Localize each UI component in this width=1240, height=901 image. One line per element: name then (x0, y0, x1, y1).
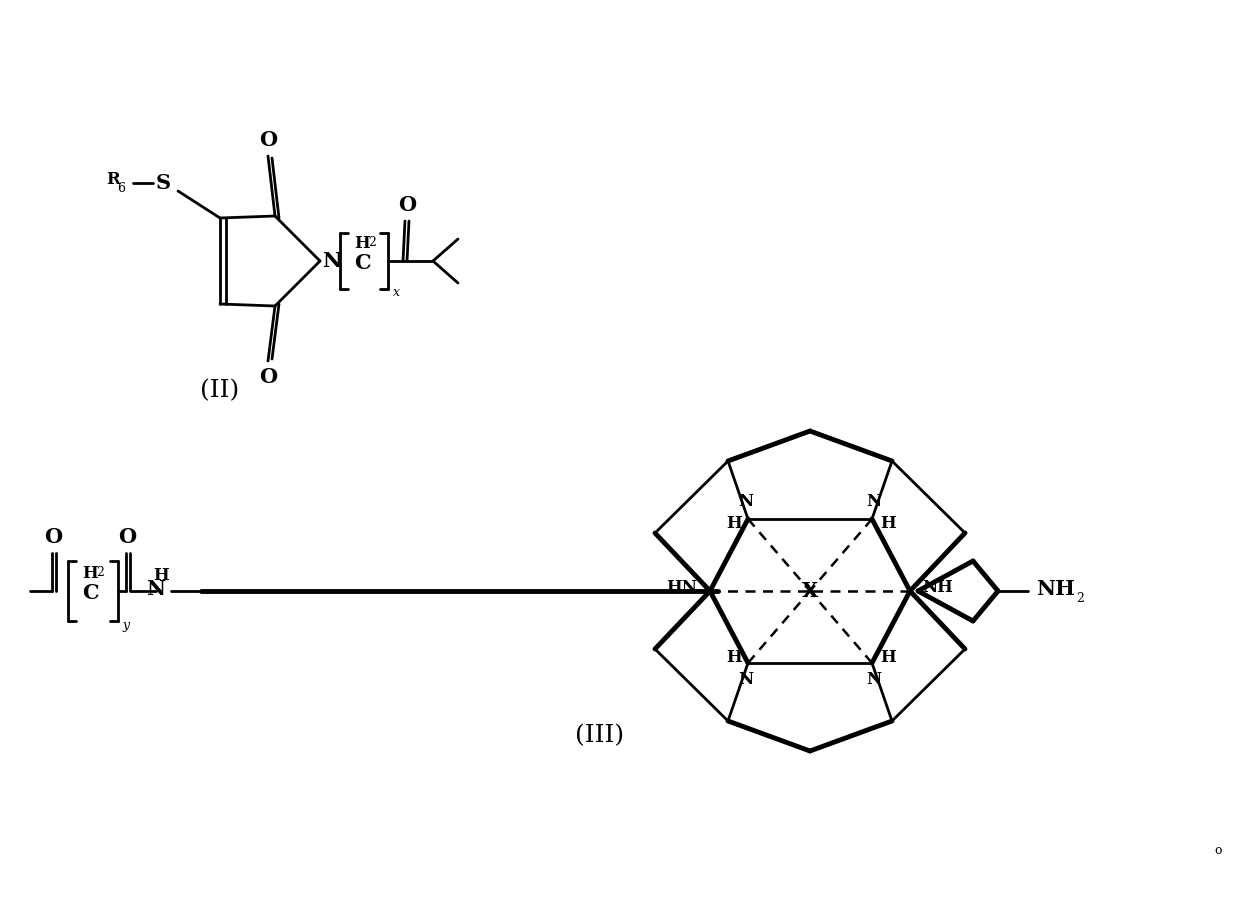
Text: N: N (739, 494, 754, 511)
Text: H: H (727, 650, 742, 667)
Text: NH: NH (923, 578, 954, 596)
Text: y: y (123, 618, 129, 632)
Text: O: O (259, 367, 277, 387)
Text: 6: 6 (117, 183, 125, 196)
Text: N: N (322, 251, 341, 271)
Text: H: H (727, 515, 742, 532)
Text: N: N (146, 579, 166, 599)
Text: H: H (880, 515, 895, 532)
Text: C: C (353, 253, 371, 273)
Text: H: H (82, 565, 98, 581)
Text: R: R (107, 170, 120, 187)
Text: S: S (155, 173, 171, 193)
Text: O: O (398, 195, 417, 215)
Text: NH: NH (1037, 579, 1075, 599)
Text: X: X (802, 581, 818, 601)
Text: o: o (1214, 844, 1221, 858)
Text: 2: 2 (1076, 593, 1084, 605)
Text: H: H (880, 650, 895, 667)
Text: O: O (118, 527, 136, 547)
Text: HN: HN (667, 578, 697, 596)
Text: N: N (867, 671, 882, 688)
Text: H: H (153, 567, 169, 584)
Text: N: N (867, 494, 882, 511)
Text: 2: 2 (368, 236, 376, 250)
Text: C: C (82, 583, 98, 603)
Text: 2: 2 (95, 567, 104, 579)
Text: N: N (739, 671, 754, 688)
Text: O: O (43, 527, 62, 547)
Text: (III): (III) (575, 724, 625, 748)
Text: (II): (II) (201, 379, 239, 403)
Text: O: O (259, 130, 277, 150)
Text: H: H (355, 234, 370, 251)
Text: x: x (393, 287, 399, 299)
